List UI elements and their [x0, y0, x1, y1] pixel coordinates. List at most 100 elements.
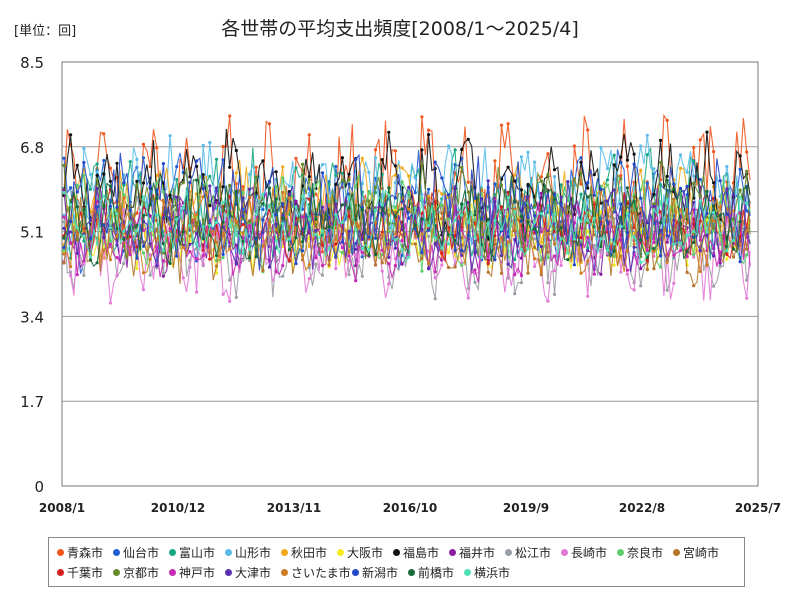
data-point	[619, 202, 623, 206]
data-point	[619, 174, 623, 178]
data-point	[141, 251, 146, 255]
data-point	[652, 167, 656, 171]
data-point	[612, 242, 616, 246]
data-point	[82, 262, 86, 266]
data-point	[367, 248, 371, 252]
data-point	[393, 149, 397, 153]
data-point	[546, 231, 550, 235]
data-point	[420, 217, 424, 221]
data-point	[738, 154, 742, 158]
data-point	[725, 187, 729, 191]
legend-marker	[113, 568, 120, 576]
data-point	[718, 205, 722, 209]
data-point	[533, 220, 537, 224]
data-point	[234, 148, 238, 153]
data-point	[267, 235, 272, 239]
data-point	[175, 254, 179, 258]
data-point	[625, 186, 630, 190]
data-point	[413, 223, 417, 227]
data-point	[572, 144, 577, 148]
data-point	[533, 203, 537, 207]
data-point	[69, 241, 73, 245]
legend-label: 松江市	[515, 545, 552, 560]
y-tick-label: 8.5	[20, 54, 44, 72]
data-point	[526, 247, 530, 251]
data-point	[705, 230, 709, 234]
data-point	[334, 255, 338, 259]
data-point	[274, 197, 278, 201]
data-point	[380, 203, 384, 207]
legend-marker	[225, 568, 232, 576]
data-point	[287, 248, 291, 252]
data-point	[301, 240, 305, 244]
data-point	[645, 181, 649, 185]
data-point	[373, 236, 378, 240]
legend-item: 長崎市	[561, 542, 617, 562]
data-point	[579, 171, 583, 175]
data-point	[619, 177, 623, 181]
data-point	[281, 190, 285, 194]
data-point	[195, 212, 199, 216]
data-point	[168, 261, 172, 265]
data-point	[314, 217, 318, 221]
data-point	[407, 207, 411, 212]
data-point	[267, 180, 272, 184]
data-point	[526, 150, 530, 154]
data-point	[148, 214, 152, 218]
data-point	[513, 237, 517, 242]
data-point	[718, 232, 722, 236]
data-point	[228, 183, 232, 187]
data-point	[320, 171, 325, 175]
data-point	[274, 227, 278, 231]
legend: 青森市 仙台市 富山市 山形市 秋田市 大阪市 福島市 福井市 松江市 長崎市 奈良市 宮崎市 千葉市 京…	[48, 537, 745, 587]
data-point	[698, 194, 702, 198]
data-point	[665, 178, 669, 183]
data-point	[619, 225, 623, 229]
data-point	[347, 254, 351, 258]
data-point	[354, 252, 358, 257]
data-point	[513, 229, 517, 233]
legend-item: 前橋市	[408, 562, 464, 582]
data-point	[526, 220, 530, 224]
data-point	[75, 226, 79, 230]
data-point	[334, 164, 338, 169]
data-point	[75, 205, 79, 209]
data-point	[95, 261, 99, 265]
data-point	[155, 188, 159, 192]
data-point	[387, 262, 391, 266]
data-point	[473, 196, 477, 200]
data-point	[287, 196, 291, 200]
data-point	[678, 248, 683, 253]
data-point	[533, 257, 537, 261]
data-point	[546, 189, 550, 194]
data-point	[155, 181, 159, 185]
legend-label: 千葉市	[67, 565, 104, 580]
data-point	[539, 273, 543, 277]
data-point	[712, 226, 716, 230]
data-point	[440, 176, 444, 180]
data-point	[718, 261, 722, 265]
legend-marker	[408, 568, 415, 576]
data-point	[731, 193, 736, 197]
data-point	[228, 114, 232, 118]
data-point	[168, 232, 172, 236]
data-point	[453, 248, 457, 252]
data-point	[88, 172, 93, 176]
legend-label: 山形市	[235, 545, 272, 560]
data-point	[360, 208, 364, 212]
data-point	[480, 188, 484, 192]
data-point	[645, 153, 649, 157]
data-point	[586, 259, 590, 263]
y-tick-label: 5.1	[20, 224, 44, 242]
data-point	[201, 218, 205, 222]
data-point	[526, 234, 530, 238]
data-point	[546, 281, 550, 285]
data-point	[619, 238, 623, 242]
data-point	[460, 253, 464, 257]
data-point	[380, 253, 384, 257]
data-point	[195, 178, 199, 182]
data-point	[195, 290, 199, 294]
data-point	[387, 229, 391, 233]
data-point	[108, 166, 112, 170]
data-point	[195, 259, 199, 263]
